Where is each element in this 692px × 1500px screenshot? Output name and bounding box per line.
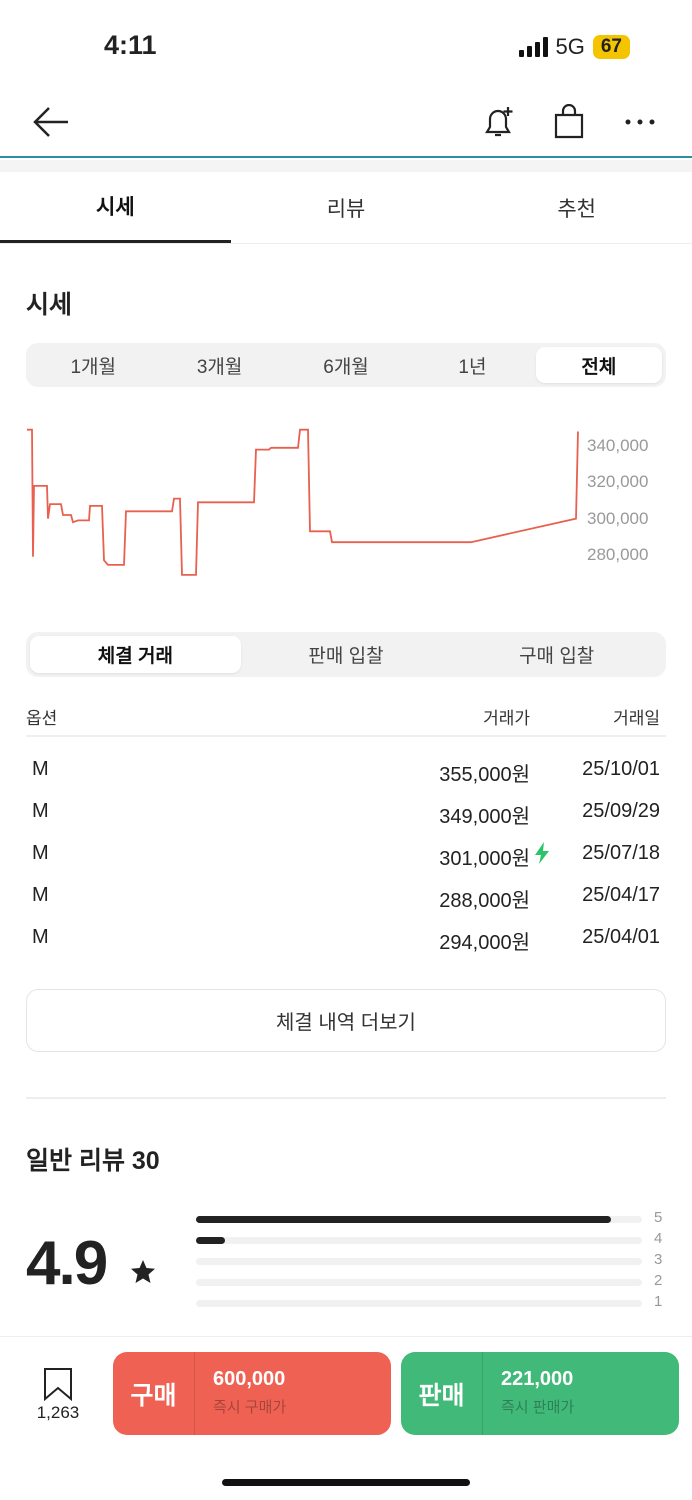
tab-completed-trades[interactable]: 체결 거래 xyxy=(30,636,241,673)
y-tick: 340,000 xyxy=(587,436,649,455)
table-header: 옵션 거래가 거래일 xyxy=(26,702,666,737)
rating-bar-label: 1 xyxy=(654,1293,663,1310)
period-3m[interactable]: 3개월 xyxy=(196,356,243,378)
period-6m[interactable]: 6개월 xyxy=(323,356,369,378)
price-section-title: 시세 xyxy=(26,291,73,319)
y-tick: 280,000 xyxy=(587,545,649,564)
network-label: 5G xyxy=(555,34,585,59)
row-option: M xyxy=(32,926,49,948)
rating-bar-fill xyxy=(196,1237,225,1244)
row-price: 288,000원 xyxy=(439,890,530,912)
table-row: M 355,000원 25/10/01 xyxy=(26,752,666,794)
tab-price[interactable]: 시세 xyxy=(0,172,231,243)
status-indicators: 5G 67 xyxy=(518,34,630,60)
rating-bar-4 xyxy=(196,1237,642,1244)
table-row: M 294,000원 25/04/01 xyxy=(26,920,666,962)
sell-button[interactable]: 판매 221,000 즉시 판매가 xyxy=(401,1352,679,1435)
row-price: 355,000원 xyxy=(439,764,530,786)
row-date: 25/04/17 xyxy=(582,884,660,906)
bookmark-count: 1,263 xyxy=(36,1403,80,1422)
row-date: 25/07/18 xyxy=(582,842,660,864)
sell-label: 판매 xyxy=(401,1352,483,1435)
rating-bar-label: 3 xyxy=(654,1251,663,1268)
signal-icon xyxy=(518,37,548,57)
top-nav xyxy=(0,90,692,158)
buy-label: 구매 xyxy=(113,1352,195,1435)
sell-sub: 즉시 판매가 xyxy=(501,1399,575,1416)
y-tick: 300,000 xyxy=(587,509,649,528)
rating-bar-1 xyxy=(196,1300,642,1307)
header-option: 옵션 xyxy=(26,709,58,728)
row-option: M xyxy=(32,842,49,864)
divider xyxy=(26,1097,666,1099)
table-row: M 301,000원 25/07/18 xyxy=(26,836,666,878)
row-option: M xyxy=(32,758,49,780)
star-icon xyxy=(131,1260,155,1283)
battery-icon: 67 xyxy=(592,35,630,59)
rating-bar-label: 2 xyxy=(654,1272,663,1289)
rating-bar-label: 5 xyxy=(654,1209,663,1226)
row-date: 25/04/01 xyxy=(582,926,660,948)
table-row: M 288,000원 25/04/17 xyxy=(26,878,666,920)
row-date: 25/09/29 xyxy=(582,800,660,822)
rating-value: 4.9 xyxy=(26,1229,108,1298)
more-options-icon[interactable] xyxy=(624,118,656,126)
bell-plus-icon[interactable] xyxy=(482,104,516,140)
main-tabs: 시세 리뷰 추천 xyxy=(0,172,692,244)
price-chart xyxy=(27,428,579,576)
back-arrow-icon[interactable] xyxy=(32,106,70,138)
row-date: 25/10/01 xyxy=(582,758,660,780)
rating-bar-5 xyxy=(196,1216,642,1223)
review-title: 일반 리뷰 30 xyxy=(26,1147,160,1175)
more-trades-button[interactable]: 체결 내역 더보기 xyxy=(26,989,666,1052)
sell-price: 221,000 xyxy=(501,1368,574,1390)
status-time: 4:11 xyxy=(104,30,157,60)
rating-bar-label: 4 xyxy=(654,1230,663,1247)
buy-sub: 즉시 구매가 xyxy=(213,1399,287,1416)
bookmark-icon[interactable] xyxy=(43,1367,73,1401)
trade-type-selector: 체결 거래 판매 입찰 구매 입찰 xyxy=(26,632,666,677)
tab-review[interactable]: 리뷰 xyxy=(326,197,366,221)
lightning-icon xyxy=(535,842,549,864)
buy-price: 600,000 xyxy=(213,1368,286,1390)
tab-sell-bids[interactable]: 판매 입찰 xyxy=(308,646,384,667)
table-row: M 349,000원 25/09/29 xyxy=(26,794,666,836)
rating-bar-fill xyxy=(196,1216,611,1223)
section-spacer xyxy=(0,160,692,172)
row-price: 294,000원 xyxy=(439,932,530,954)
rating-bar-3 xyxy=(196,1258,642,1265)
y-tick: 320,000 xyxy=(587,472,649,491)
tab-buy-bids[interactable]: 구매 입찰 xyxy=(519,646,595,667)
row-option: M xyxy=(32,884,49,906)
price-line xyxy=(27,428,579,576)
rating-bar-2 xyxy=(196,1279,642,1286)
shopping-bag-icon[interactable] xyxy=(553,104,587,140)
home-indicator xyxy=(222,1479,470,1486)
buy-button[interactable]: 구매 600,000 즉시 구매가 xyxy=(113,1352,391,1435)
period-1m[interactable]: 1개월 xyxy=(70,356,116,378)
row-option: M xyxy=(32,800,49,822)
row-price: 301,000원 xyxy=(439,848,530,870)
period-all[interactable]: 전체 xyxy=(535,347,663,383)
bottom-bar: 1,263 xyxy=(0,1336,692,1500)
header-date: 거래일 xyxy=(613,709,660,728)
period-selector: 1개월 3개월 6개월 1년 전체 xyxy=(26,343,666,387)
tab-recommend[interactable]: 추천 xyxy=(557,197,596,221)
header-price: 거래가 xyxy=(483,709,530,728)
period-1y[interactable]: 1년 xyxy=(458,356,487,378)
row-price: 349,000원 xyxy=(439,806,530,828)
